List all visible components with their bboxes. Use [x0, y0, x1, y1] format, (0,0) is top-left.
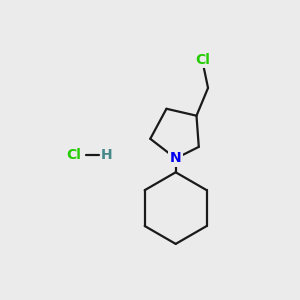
- Text: N: N: [170, 152, 182, 165]
- Text: Cl: Cl: [195, 53, 210, 67]
- Text: Cl: Cl: [67, 148, 82, 162]
- Text: H: H: [100, 148, 112, 162]
